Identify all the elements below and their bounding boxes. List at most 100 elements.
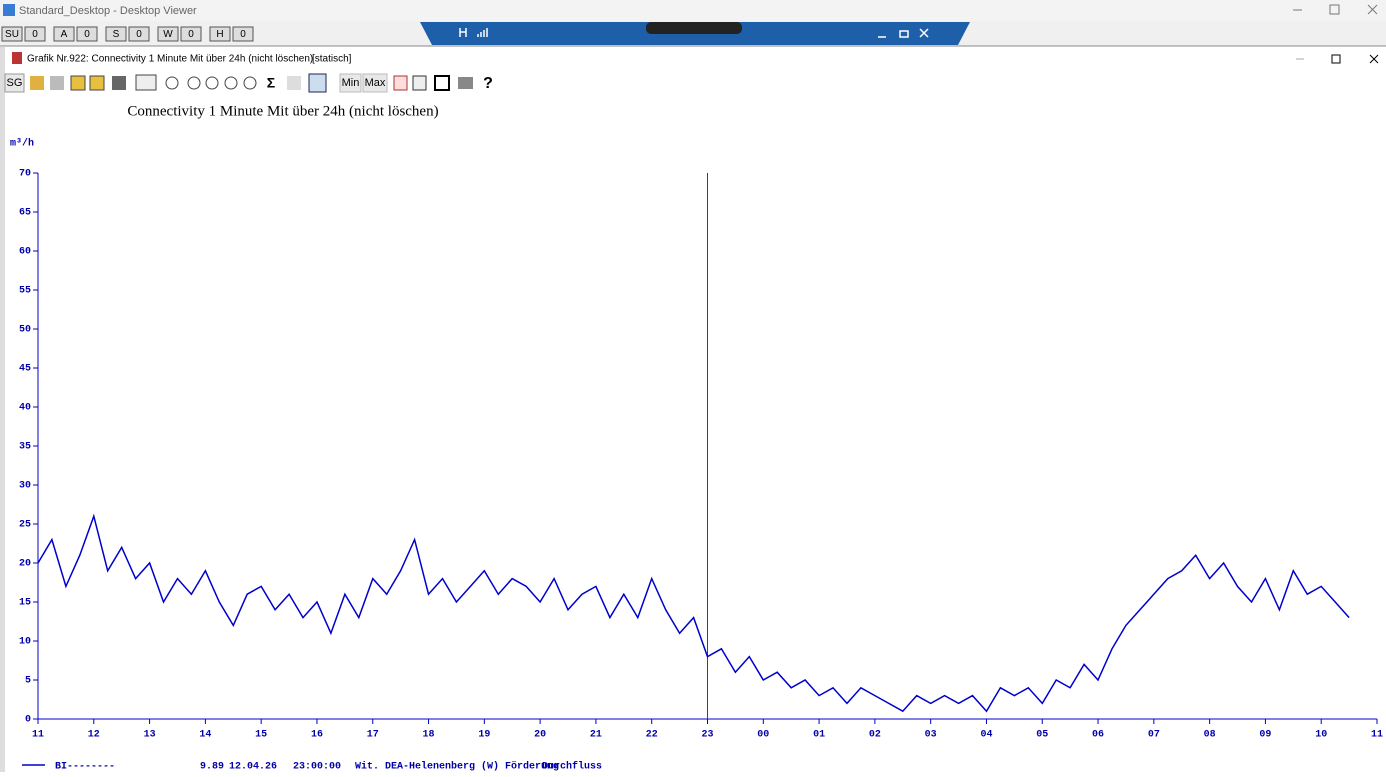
status-box[interactable]: [128, 26, 150, 42]
toolbar-button[interactable]: [112, 76, 126, 90]
status-value: 0: [240, 29, 246, 40]
x-tick-label: 00: [757, 730, 769, 741]
y-axis-label: m³/h: [10, 138, 34, 150]
status-box[interactable]: [53, 26, 75, 42]
y-tick-label: 15: [19, 598, 31, 609]
toolbar-button[interactable]: [308, 73, 327, 93]
y-tick-label: 65: [19, 208, 31, 219]
chart-title: Connectivity 1 Minute Mit über 24h (nich…: [127, 103, 438, 119]
x-tick-label: 22: [646, 730, 658, 741]
x-tick-label: 14: [199, 730, 211, 741]
toolbar-button[interactable]: [412, 75, 427, 91]
status-box[interactable]: [157, 26, 179, 42]
title-bar: [0, 0, 1386, 21]
toolbar-label[interactable]: ?: [483, 75, 493, 92]
x-tick-label: 21: [590, 730, 602, 741]
x-tick-label: 06: [1092, 730, 1104, 741]
toolbar-button[interactable]: [458, 77, 473, 89]
y-tick-label: 35: [19, 442, 31, 453]
readout-value: 9.89: [200, 762, 224, 772]
x-tick-label: 05: [1036, 730, 1048, 741]
toolbar-button[interactable]: [89, 75, 105, 91]
toolbar-button[interactable]: [30, 76, 44, 90]
toolbar-button[interactable]: [50, 76, 64, 90]
graph-icon: [12, 52, 22, 64]
toolbar-button[interactable]: [393, 75, 408, 91]
status-box[interactable]: [180, 26, 202, 42]
remote-controls[interactable]: [878, 28, 929, 38]
y-tick-label: 0: [25, 715, 31, 726]
graph-window-title: Grafik Nr.922: Connectivity 1 Minute Mit…: [27, 54, 313, 65]
status-box[interactable]: [24, 26, 46, 42]
left-edge: [0, 47, 5, 772]
remote-handle[interactable]: [646, 22, 742, 34]
status-value: 0: [84, 29, 90, 40]
toolbar-label: SG: [7, 77, 23, 89]
x-tick-label: 15: [255, 730, 267, 741]
status-box[interactable]: [1, 26, 23, 42]
toolbar-button[interactable]: [70, 75, 86, 91]
toolbar-button[interactable]: [135, 74, 157, 91]
x-tick-label: 23: [701, 730, 713, 741]
x-tick-label: 12: [88, 730, 100, 741]
toolbar-button[interactable]: [4, 73, 25, 93]
status-box[interactable]: [232, 26, 254, 42]
toolbar-button[interactable]: [187, 76, 201, 90]
toolbar-button[interactable]: [287, 76, 301, 90]
y-tick-label: 20: [19, 559, 31, 570]
status-box[interactable]: [76, 26, 98, 42]
status-value: 0: [136, 29, 142, 40]
x-tick-label: 19: [478, 730, 490, 741]
toolbar-label: Max: [365, 77, 386, 89]
x-tick-label: 17: [367, 730, 379, 741]
graph-maximize[interactable]: [1331, 54, 1341, 64]
status-label: SU: [5, 29, 19, 40]
status-box[interactable]: [105, 26, 127, 42]
x-tick-label: 11: [1371, 730, 1383, 741]
status-label: W: [163, 29, 173, 40]
x-tick-label: 07: [1148, 730, 1160, 741]
readout-point: Wit. DEA-Helenenberg (W) Förderung: [355, 761, 559, 772]
toolbar-button[interactable]: [434, 75, 450, 91]
y-tick-label: 5: [25, 676, 31, 687]
close-button[interactable]: [1367, 4, 1378, 15]
graph-window-state: [statisch]: [312, 54, 352, 65]
x-tick-label: 01: [813, 730, 825, 741]
graph-close[interactable]: [1369, 54, 1379, 64]
remote-icons[interactable]: [459, 28, 488, 37]
toolbar-button[interactable]: [362, 73, 388, 93]
x-tick-label: 20: [534, 730, 546, 741]
y-tick-label: 70: [19, 169, 31, 180]
maximize-button[interactable]: [1329, 4, 1340, 15]
y-tick-label: 10: [19, 637, 31, 648]
toolbar: SG Σ Min Max ?: [4, 73, 493, 93]
x-tick-label: 09: [1259, 730, 1271, 741]
data-line: [37, 513, 1350, 713]
status-label: A: [61, 29, 68, 40]
toolbar-label[interactable]: Σ: [267, 75, 275, 91]
status-label: S: [113, 29, 120, 40]
readout-date: 12.04.26: [229, 762, 277, 772]
x-tick-label: 16: [311, 730, 323, 741]
window-title: Standard_Desktop - Desktop Viewer: [19, 5, 197, 17]
x-tick-label: 04: [980, 730, 992, 741]
toolbar-button[interactable]: [339, 73, 362, 93]
y-tick-label: 30: [19, 481, 31, 492]
y-tick-label: 40: [19, 403, 31, 414]
y-tick-label: 45: [19, 364, 31, 375]
toolbar-button[interactable]: [165, 76, 179, 90]
x-tick-label: 10: [1315, 730, 1327, 741]
x-tick-label: 18: [423, 730, 435, 741]
toolbar-button[interactable]: [205, 76, 219, 90]
status-value: 0: [32, 29, 38, 40]
toolbar-button[interactable]: [243, 76, 257, 90]
y-tick-label: 60: [19, 247, 31, 258]
readout-time: 23:00:00: [293, 762, 341, 772]
x-tick-label: 11: [32, 730, 44, 741]
status-box[interactable]: [209, 26, 231, 42]
x-tick-label: 13: [144, 730, 156, 741]
status-label: H: [216, 29, 223, 40]
x-tick-label: 08: [1204, 730, 1216, 741]
toolbar-button[interactable]: [224, 76, 238, 90]
